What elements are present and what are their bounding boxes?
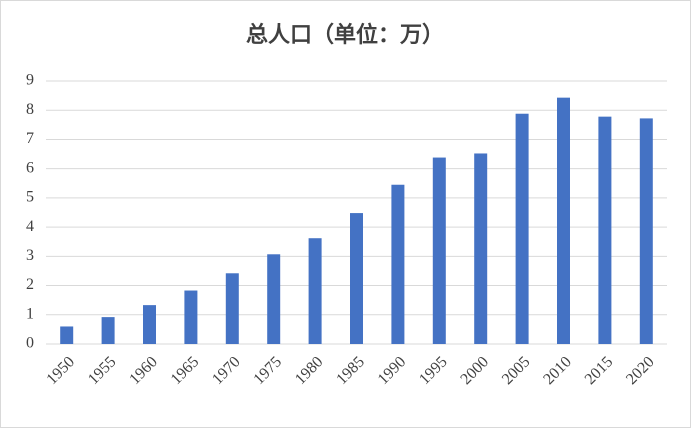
bar [350, 213, 363, 344]
bar [184, 290, 198, 344]
bar [308, 238, 322, 344]
y-tick-label: 1 [26, 305, 34, 322]
y-tick-label: 8 [26, 101, 34, 118]
bar [267, 254, 281, 344]
y-tick-label: 2 [26, 276, 34, 293]
bar [143, 305, 156, 344]
bar [225, 273, 239, 344]
bar [639, 118, 653, 344]
y-tick-label: 7 [26, 130, 34, 147]
bar [101, 317, 115, 344]
y-tick-label: 9 [26, 72, 34, 89]
bar [391, 184, 405, 344]
bar [515, 113, 529, 345]
y-tick-label: 6 [26, 159, 34, 176]
y-tick-label: 3 [26, 247, 34, 264]
y-tick-label: 4 [26, 218, 34, 235]
bar [557, 97, 570, 344]
bar [598, 116, 612, 344]
bar [60, 326, 74, 344]
bar [432, 157, 446, 344]
bar [474, 153, 488, 344]
y-tick-label: 0 [26, 335, 34, 352]
y-tick-label: 5 [26, 189, 34, 206]
chart-title: 总人口（单位：万） [246, 22, 444, 48]
